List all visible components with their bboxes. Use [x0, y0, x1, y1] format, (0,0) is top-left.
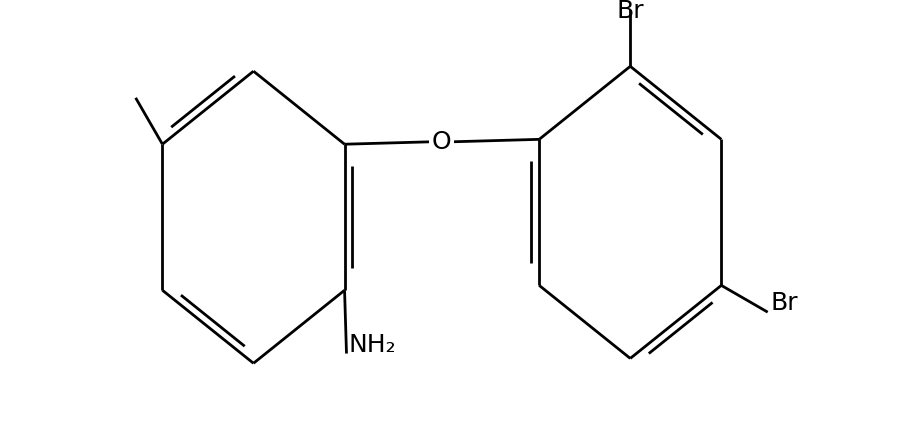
Text: Br: Br [770, 291, 797, 315]
Text: O: O [432, 130, 451, 154]
Text: Br: Br [616, 0, 643, 23]
Text: NH₂: NH₂ [348, 334, 395, 357]
